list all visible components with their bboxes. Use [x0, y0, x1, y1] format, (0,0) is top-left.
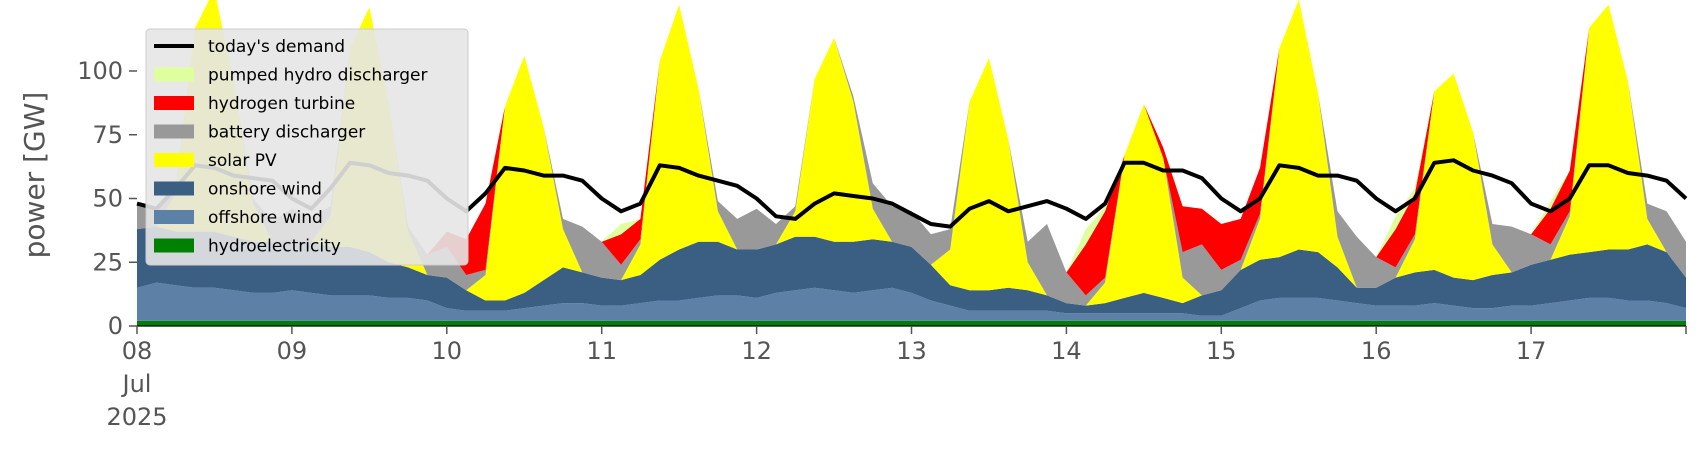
x-tick-sublabel: 2025 [106, 403, 167, 431]
area-hydroelectricity [137, 320, 1686, 326]
legend-box [145, 28, 469, 266]
x-tick-label: 14 [1051, 337, 1082, 365]
x-tick-label: 12 [741, 337, 772, 365]
y-tick-label: 50 [92, 185, 123, 213]
legend-label-battery-discharger: battery discharger [208, 123, 365, 143]
area-battery-discharger [137, 0, 1686, 306]
x-tick-label: 15 [1206, 337, 1237, 365]
legend-swatch-onshore-wind [154, 181, 194, 196]
legend-swatch-hydrogen-turbine [154, 96, 194, 110]
plot-area [137, 0, 1686, 326]
legend-label-hydroelectricity: hydroelectricity [208, 237, 341, 257]
x-tick-label: 08 [122, 337, 153, 365]
area-onshore-wind [137, 226, 1686, 316]
legend-swatch-hydroelectricity [154, 238, 194, 253]
y-tick-label: 0 [108, 312, 123, 340]
x-tick-label: 13 [896, 337, 927, 365]
legend-swatch-offshore-wind [154, 210, 194, 224]
x-tick-label: 11 [586, 337, 617, 365]
x-tick-label: 09 [277, 337, 308, 365]
y-tick-label: 25 [92, 248, 123, 276]
area-solar-pv [137, 0, 1686, 306]
x-tick-label: 10 [432, 337, 463, 365]
legend-swatch-solar-pv [154, 153, 194, 167]
y-axis-label: power [GW] [18, 92, 51, 259]
y-tick-label: 75 [92, 121, 123, 149]
area-offshore-wind [137, 282, 1686, 321]
legend: today's demand pumped hydro discharger hyd… [145, 28, 469, 266]
x-tick-label: 16 [1361, 337, 1392, 365]
legend-label-offshore-wind: offshore wind [208, 208, 323, 228]
legend-label-today-s-demand: today's demand [208, 37, 345, 57]
legend-label-pumped-hydro-discharger: pumped hydro discharger [208, 66, 427, 86]
legend-swatch-pumped-hydro-discharger [154, 67, 194, 82]
x-tick-label: 17 [1516, 337, 1547, 365]
axes: 0 25 50 75 100 08 Jul 2025 09 10 11 12 13 14 15 16 17 [77, 57, 1687, 431]
legend-label-solar-pv: solar PV [208, 151, 277, 171]
legend-label-hydrogen-turbine: hydrogen turbine [208, 94, 355, 114]
y-tick-label: 100 [77, 57, 123, 85]
legend-label-onshore-wind: onshore wind [208, 180, 322, 200]
x-tick-sublabel: Jul [121, 370, 152, 398]
legend-swatch-battery-discharger [154, 124, 194, 139]
